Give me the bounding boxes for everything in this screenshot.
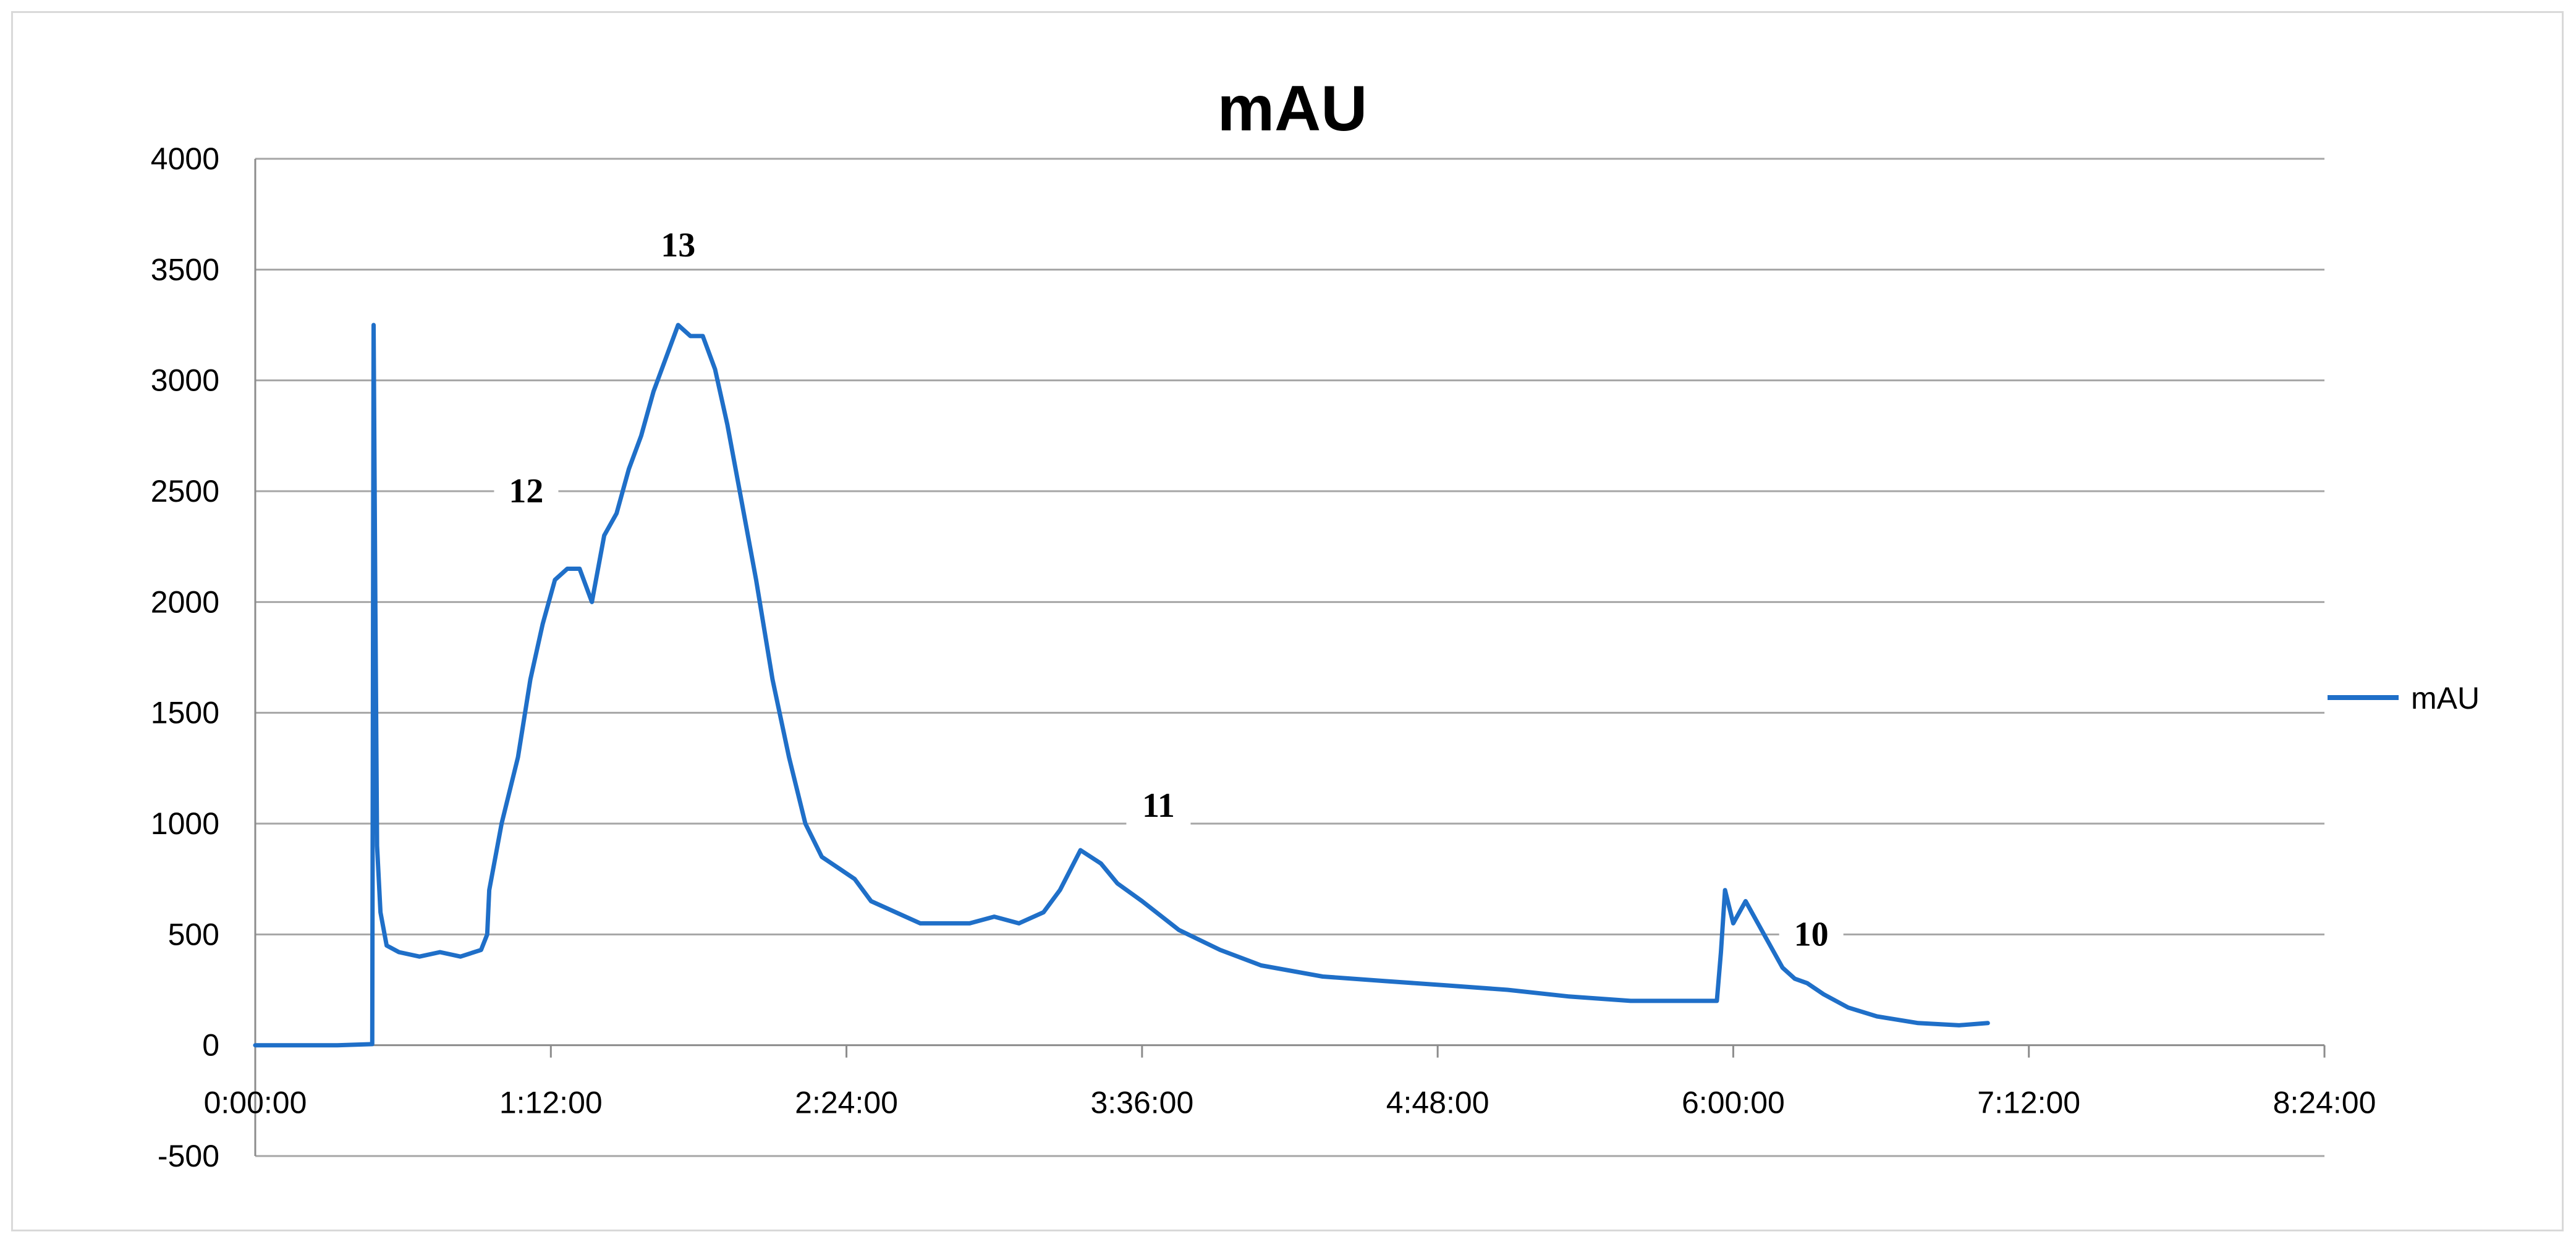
y-tick-label: 0 bbox=[202, 1028, 219, 1063]
annotation-backing bbox=[1779, 914, 1844, 957]
x-tick-label: 8:24:00 bbox=[2273, 1086, 2376, 1120]
x-tick-label: 4:48:00 bbox=[1386, 1086, 1489, 1120]
x-tick-label: 3:36:00 bbox=[1090, 1086, 1193, 1120]
line-chart: mAU -500 0 500 1000 1500 2000 2500 3000 3500 4000… bbox=[151, 73, 2480, 1173]
y-tick-label: -500 bbox=[158, 1139, 219, 1173]
y-tick-label: 1000 bbox=[151, 806, 219, 841]
y-tick-label: 1500 bbox=[151, 696, 219, 730]
chart-title: mAU bbox=[1218, 73, 1368, 145]
x-tick-label: 2:24:00 bbox=[795, 1086, 898, 1120]
chart-frame: mAU -500 0 500 1000 1500 2000 2500 3000 3500 4000… bbox=[11, 11, 2564, 1231]
peak-annotation: 12 bbox=[509, 472, 543, 510]
x-tick-label: 6:00:00 bbox=[1682, 1086, 1785, 1120]
legend: mAU bbox=[2328, 681, 2480, 715]
series-line-mAU bbox=[253, 323, 1990, 1048]
y-tick-label: 3000 bbox=[151, 363, 219, 398]
annotation-backing bbox=[1126, 786, 1191, 829]
y-tick-label: 3500 bbox=[151, 252, 219, 287]
y-tick-label: 2500 bbox=[151, 474, 219, 509]
y-tick-label: 4000 bbox=[151, 141, 219, 176]
annotation-backing bbox=[494, 471, 559, 513]
peak-annotations: 12 13 11 10 bbox=[494, 225, 1844, 957]
peak-annotation: 13 bbox=[661, 226, 695, 264]
peak-annotation: 10 bbox=[1794, 915, 1829, 953]
y-tick-label: 2000 bbox=[151, 585, 219, 619]
peak-annotation: 11 bbox=[1142, 787, 1175, 825]
legend-label-mAU: mAU bbox=[2411, 681, 2480, 715]
annotation-backing bbox=[646, 225, 711, 268]
x-tick-label: 1:12:00 bbox=[499, 1086, 603, 1120]
y-tick-label: 500 bbox=[168, 917, 219, 952]
x-tick-label: 7:12:00 bbox=[1977, 1086, 2080, 1120]
x-axis-tick-labels: 0:00:00 1:12:00 2:24:00 3:36:00 4:48:00 6:00:… bbox=[204, 1086, 2376, 1120]
series-layer bbox=[253, 323, 1990, 1048]
x-tick-label: 0:00:00 bbox=[204, 1086, 307, 1120]
axes bbox=[254, 159, 2326, 1156]
y-axis-tick-labels: -500 0 500 1000 1500 2000 2500 3000 3500 4000 bbox=[151, 141, 219, 1173]
gridlines bbox=[255, 158, 2324, 1157]
